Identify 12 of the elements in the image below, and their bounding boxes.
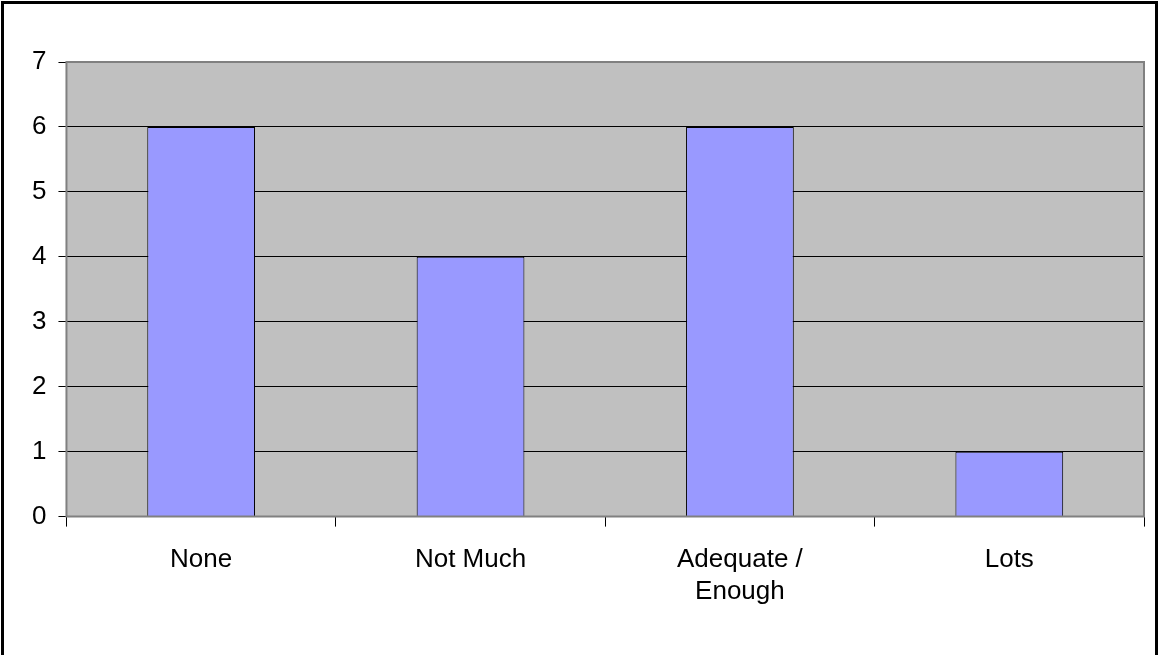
x-tick-label: Not Much [414,543,527,574]
y-tick-label: 4 [31,240,47,270]
y-tick-label: 5 [31,175,47,206]
x-tick-label: None [170,543,233,574]
y-tick-label: 7 [31,45,47,76]
y-tick-label: 6 [31,110,47,141]
y-tick-label: 1 [31,434,47,465]
y-tick-label: 3 [31,304,47,335]
x-tick-label: Lots [984,543,1034,574]
y-tick-label: 2 [31,369,47,400]
y-tick-label: 0 [31,499,47,530]
x-tick-label: Adequate / Enough [677,543,804,605]
